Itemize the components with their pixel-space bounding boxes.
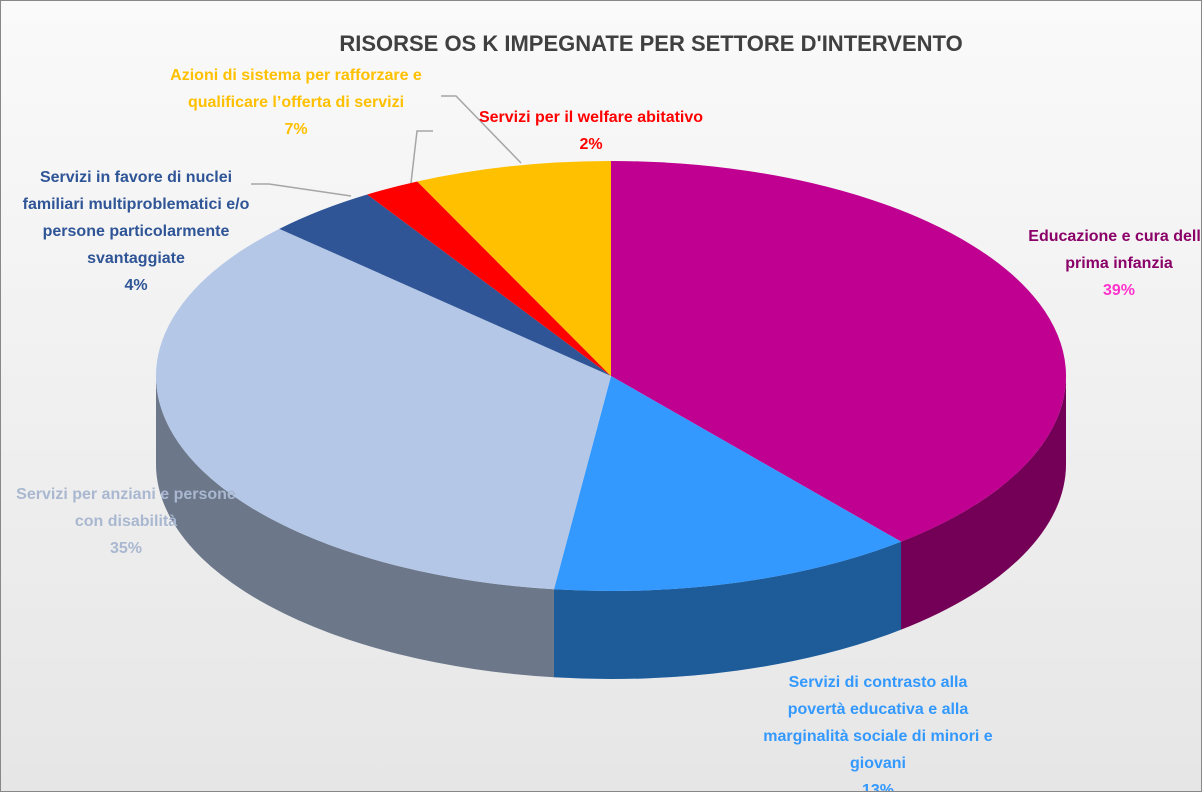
slice-side: [901, 376, 1066, 630]
slice: [611, 161, 1067, 542]
data-label: Servizi per il welfare abitativo 2%: [446, 104, 736, 158]
slice: [367, 181, 611, 376]
leader-line: [251, 183, 352, 197]
slice-side-shade: [901, 376, 1066, 630]
data-label: Educazione e cura della prima infanzia 39…: [1019, 223, 1202, 304]
slice-tops: [155, 161, 1067, 591]
category-label: Servizi in favore di nuclei familiari mu…: [22, 169, 250, 267]
value-label: 39%: [1102, 282, 1136, 299]
category-label: Servizi di contrasto alla povertà educat…: [763, 674, 993, 772]
value-label: 35%: [109, 540, 143, 557]
slice: [155, 228, 612, 590]
slice-side-shade: [156, 376, 554, 678]
slice-sides: [156, 376, 1066, 679]
slice: [417, 161, 611, 376]
data-label: Azioni di sistema per rafforzare e quali…: [136, 62, 456, 143]
category-label: Educazione e cura della prima infanzia: [1028, 228, 1202, 272]
value-label: 7%: [284, 121, 308, 138]
leader-line: [410, 130, 433, 184]
slice-side-shade: [553, 541, 902, 679]
slice-side: [156, 376, 554, 678]
slice-side: [553, 541, 902, 679]
value-label: 2%: [579, 136, 603, 153]
data-label: Servizi in favore di nuclei familiari mu…: [11, 164, 261, 299]
category-label: Servizi per il welfare abitativo: [478, 109, 704, 126]
value-label: 4%: [124, 277, 148, 294]
category-label: Azioni di sistema per rafforzare e quali…: [170, 67, 422, 111]
chart-title: RISORSE OS K IMPEGNATE PER SETTORE D'INT…: [339, 31, 963, 56]
leader-line: [441, 95, 522, 164]
value-label: 13%: [861, 782, 895, 792]
category-label: Servizi per anziani e persone con disabi…: [16, 486, 236, 530]
data-label: Servizi per anziani e persone con disabi…: [11, 481, 241, 562]
data-label: Servizi di contrasto alla povertà educat…: [758, 669, 998, 792]
slice: [279, 194, 611, 376]
slice: [553, 376, 902, 591]
